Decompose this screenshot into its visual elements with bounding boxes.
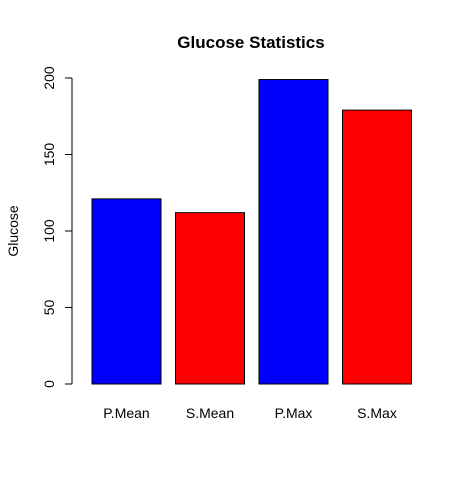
category-label: S.Mean [186, 405, 234, 421]
bar-s-max [342, 109, 412, 385]
category-labels: P.Mean S.Mean P.Max S.Max [103, 405, 397, 421]
category-label: P.Max [275, 405, 313, 421]
chart-title: Glucose Statistics [177, 33, 324, 52]
category-label: S.Max [357, 405, 397, 421]
y-tick-label: 200 [41, 66, 57, 90]
y-tick-label: 150 [41, 143, 57, 167]
bars [91, 79, 412, 385]
bar-s-mean [175, 212, 245, 385]
y-axis: 0 50 100 150 200 [41, 66, 73, 388]
category-label: P.Mean [103, 405, 149, 421]
y-axis-label: Glucose [5, 205, 21, 257]
bar-p-max [258, 79, 329, 385]
y-tick-label: 0 [41, 380, 57, 388]
y-tick-label: 100 [41, 219, 57, 243]
y-tick-label: 50 [41, 300, 57, 316]
bar-p-mean [91, 198, 162, 385]
